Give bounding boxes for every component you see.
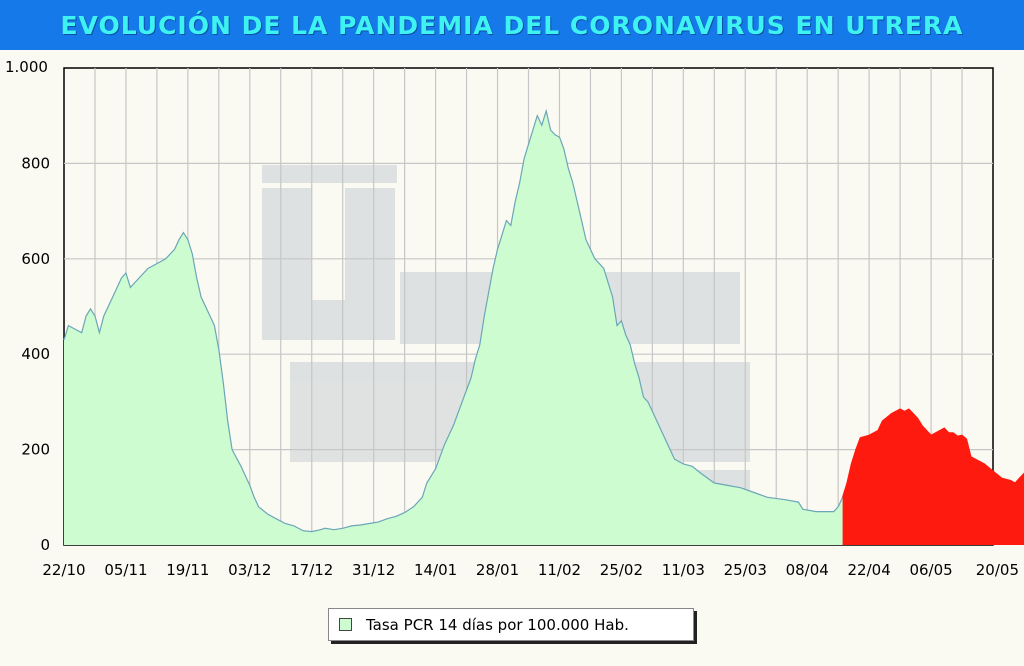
x-tick-label: 25/02 xyxy=(600,561,643,579)
legend-label: Tasa PCR 14 días por 100.000 Hab. xyxy=(366,615,629,634)
y-tick-label: 800 xyxy=(21,154,50,172)
series-areas xyxy=(63,108,1024,546)
x-tick-label: 22/04 xyxy=(848,561,891,579)
chart: 0 200 400 600 800 1.000 22/10 05/11 19/11 03/12 1… xyxy=(5,58,1024,579)
x-tick-label: 05/11 xyxy=(104,561,147,579)
y-tick-label: 200 xyxy=(21,441,50,459)
page-title: EVOLUCIÓN DE LA PANDEMIA DEL CORONAVIRUS… xyxy=(60,10,964,40)
series-area-2 xyxy=(842,409,1024,545)
y-axis: 0 200 400 600 800 1.000 xyxy=(5,58,50,554)
x-tick-label: 06/05 xyxy=(909,561,952,579)
legend-swatch xyxy=(339,618,352,631)
series-line-2 xyxy=(842,408,1024,498)
series-line-1 xyxy=(63,108,844,533)
x-tick-label: 25/03 xyxy=(724,561,767,579)
x-tick-label: 03/12 xyxy=(228,561,271,579)
x-tick-label: 22/10 xyxy=(42,561,85,579)
y-tick-label: 600 xyxy=(21,250,50,268)
x-tick-label: 20/05 xyxy=(976,561,1019,579)
x-tick-label: 11/03 xyxy=(662,561,705,579)
x-tick-label: 31/12 xyxy=(352,561,395,579)
x-tick-label: 28/01 xyxy=(476,561,519,579)
x-tick-label: 11/02 xyxy=(538,561,581,579)
y-tick-label: 1.000 xyxy=(5,58,48,76)
title-banner: EVOLUCIÓN DE LA PANDEMIA DEL CORONAVIRUS… xyxy=(0,0,1024,50)
legend: Tasa PCR 14 días por 100.000 Hab. xyxy=(328,608,694,641)
y-tick-label: 400 xyxy=(21,345,50,363)
y-tick-label: 0 xyxy=(40,536,50,554)
x-tick-label: 14/01 xyxy=(414,561,457,579)
series-area-1 xyxy=(64,110,843,546)
x-tick-label: 17/12 xyxy=(290,561,333,579)
x-tick-label: 08/04 xyxy=(786,561,829,579)
x-axis: 22/10 05/11 19/11 03/12 17/12 31/12 14/01 28/01… xyxy=(42,561,1019,579)
x-tick-label: 19/11 xyxy=(166,561,209,579)
